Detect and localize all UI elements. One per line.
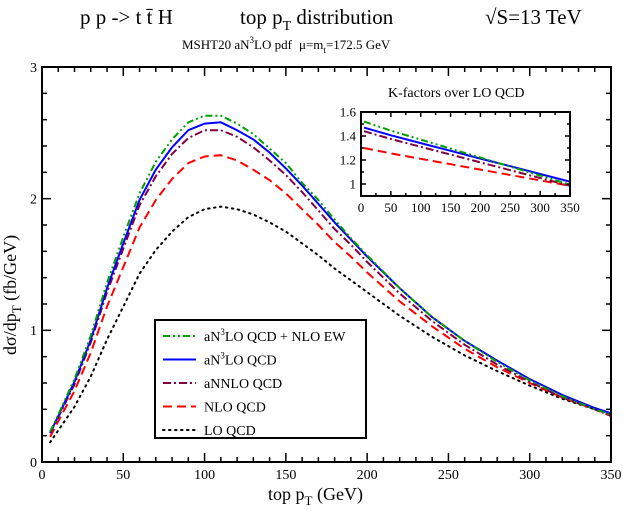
y-axis-label: dσ/dpT (fb/GeV) <box>0 235 24 355</box>
x-tick-label: 0 <box>39 468 46 483</box>
x-tick-label: 250 <box>501 200 521 215</box>
x-tick-label: 150 <box>441 200 461 215</box>
title-distribution: top pT distribution <box>240 5 394 34</box>
y-tick-label: 1 <box>30 324 37 339</box>
legend-label-main: LO QCD <box>204 424 256 439</box>
y-tick-label: 1.6 <box>340 105 357 120</box>
inset-title: K-factors over LO QCD <box>388 86 524 101</box>
series-line-annlo-qcd <box>49 129 611 434</box>
series-line-annlo-qcd <box>363 130 570 187</box>
x-tick-label: 200 <box>357 468 378 483</box>
x-tick-label: 350 <box>601 468 622 483</box>
series-line-an3lo-qcd-nlo-ew <box>49 114 611 433</box>
series-line-an3lo-qcd <box>363 126 570 183</box>
legend-label: aNNLO QCD <box>204 377 282 392</box>
x-tick-label: 50 <box>384 200 397 215</box>
y-tick-label: 2 <box>30 193 37 208</box>
series-line-lo-qcd <box>49 205 611 444</box>
y-tick-label: 1.2 <box>340 153 356 168</box>
x-tick-label: 300 <box>530 200 550 215</box>
legend-label-main: NLO QCD <box>204 401 266 416</box>
x-axis-label: top pT (GeV) <box>268 484 363 508</box>
legend-label-main: aNNLO QCD <box>204 377 282 392</box>
legend-label-main: aN <box>204 354 220 369</box>
legend-label-rest: LO QCD <box>225 354 277 369</box>
title-energy: √S=13 TeV <box>485 5 582 29</box>
inset-plot: 0 50 100 150 200 250 300 350 1 1.2 1.4 1.6 <box>340 105 580 215</box>
legend-box <box>154 319 367 439</box>
legend-label-sup: 3 <box>220 351 225 361</box>
subtitle-scale: μ=mt=172.5 GeV <box>299 37 391 55</box>
legend-label: aN3LO QCD + NLO EW <box>204 327 346 345</box>
x-tick-label: 150 <box>275 468 296 483</box>
x-tick-label: 0 <box>358 200 365 215</box>
legend-label-main: aN <box>204 330 220 345</box>
series-line-nlo-qcd <box>49 154 611 438</box>
y-tick-label: 1.4 <box>340 129 357 144</box>
x-tick-label: 50 <box>116 468 130 483</box>
legend-label: NLO QCD <box>204 401 266 416</box>
series-line-an3lo-qcd-nlo-ew <box>363 120 570 186</box>
legend-label-rest: LO QCD + NLO EW <box>225 330 346 345</box>
y-tick-label: 0 <box>30 456 37 471</box>
y-tick-label: 3 <box>30 61 37 76</box>
x-tick-label: 100 <box>411 200 431 215</box>
y-tick-label: 1 <box>350 177 357 192</box>
x-tick-label: 200 <box>471 200 491 215</box>
x-tick-label: 350 <box>560 200 580 215</box>
legend-label: aN3LO QCD <box>204 351 277 369</box>
legend-label-sup: 3 <box>220 327 225 337</box>
title-process: p p -> t t̄ H <box>80 5 173 29</box>
x-tick-label: 100 <box>194 468 215 483</box>
x-tick-label: 250 <box>438 468 459 483</box>
legend-label: LO QCD <box>204 424 256 439</box>
series-line-nlo-qcd <box>363 147 570 187</box>
subtitle-pdf: MSHT20 aN3LO pdf <box>182 35 293 52</box>
plot-frame <box>360 111 571 197</box>
plot-frame <box>41 66 612 463</box>
x-tick-label: 300 <box>519 468 540 483</box>
